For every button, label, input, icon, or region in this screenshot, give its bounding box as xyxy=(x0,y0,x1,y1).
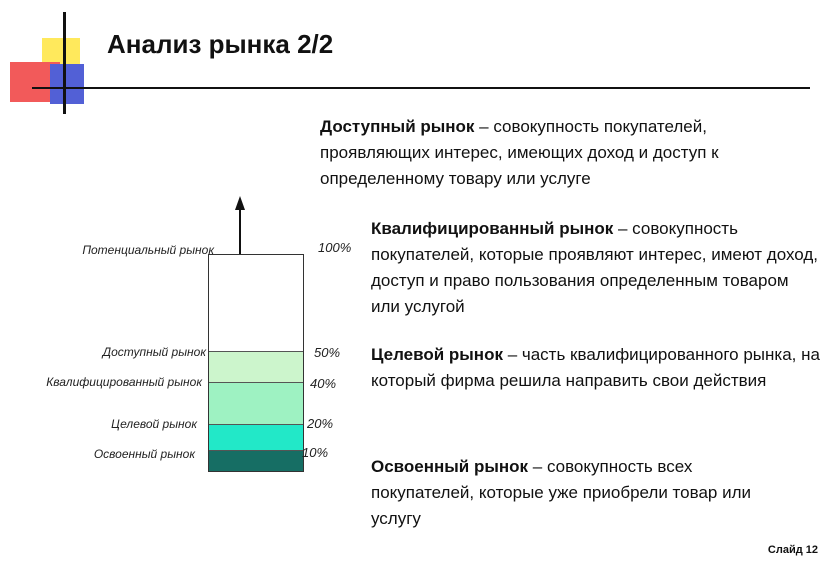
level-percent-qualified: 40% xyxy=(310,376,337,391)
band-target-market xyxy=(208,424,304,450)
slide-title: Анализ рынка 2/2 xyxy=(107,29,334,59)
definition-term: Целевой рынок xyxy=(371,345,503,364)
level-percent-target: 20% xyxy=(307,416,334,431)
definition-qualified-market: Квалифицированный рынок – совокупность п… xyxy=(371,216,821,320)
definition-term: Освоенный рынок xyxy=(371,457,529,476)
definition-text: – часть квалифицированного рынка, на кот… xyxy=(371,345,820,390)
definition-text: – совокупность покупателей, проявляющих … xyxy=(320,117,719,188)
level-label-penetrated: Освоенный рынок xyxy=(93,447,195,461)
level-label-available: Доступный рынок xyxy=(102,345,206,359)
level-percent-potential: 100% xyxy=(318,240,352,255)
title-decoration-vertical-line xyxy=(63,12,66,114)
slide-number: Слайд 12 xyxy=(767,544,818,556)
band-penetrated-market xyxy=(208,450,304,472)
definition-text: – совокупность покупателей, которые проя… xyxy=(371,219,818,316)
title-underline xyxy=(32,87,810,89)
definition-term: Квалифицированный рынок xyxy=(371,219,614,238)
title-decoration-blue xyxy=(50,64,84,104)
definition-available-market: Доступный рынок – совокупность покупател… xyxy=(320,114,800,192)
band-available-market xyxy=(208,351,304,382)
level-label-qualified: Квалифицированный рынок xyxy=(46,375,202,389)
definition-text: – совокупность всех покупателей, которые… xyxy=(371,457,751,528)
definition-target-market: Целевой рынок – часть квалифицированного… xyxy=(371,342,821,394)
diagram-outline xyxy=(208,254,304,472)
level-label-potential: Потенциальный рынок xyxy=(82,243,214,257)
level-percent-penetrated: 10% xyxy=(302,445,329,460)
level-label-target: Целевой рынок xyxy=(111,417,197,431)
definition-term: Доступный рынок xyxy=(320,117,475,136)
diagram-arrow-head xyxy=(235,196,245,210)
band-qualified-market xyxy=(208,382,304,424)
level-percent-available: 50% xyxy=(314,345,341,360)
definition-penetrated-market: Освоенный рынок – совокупность всех поку… xyxy=(371,454,791,532)
